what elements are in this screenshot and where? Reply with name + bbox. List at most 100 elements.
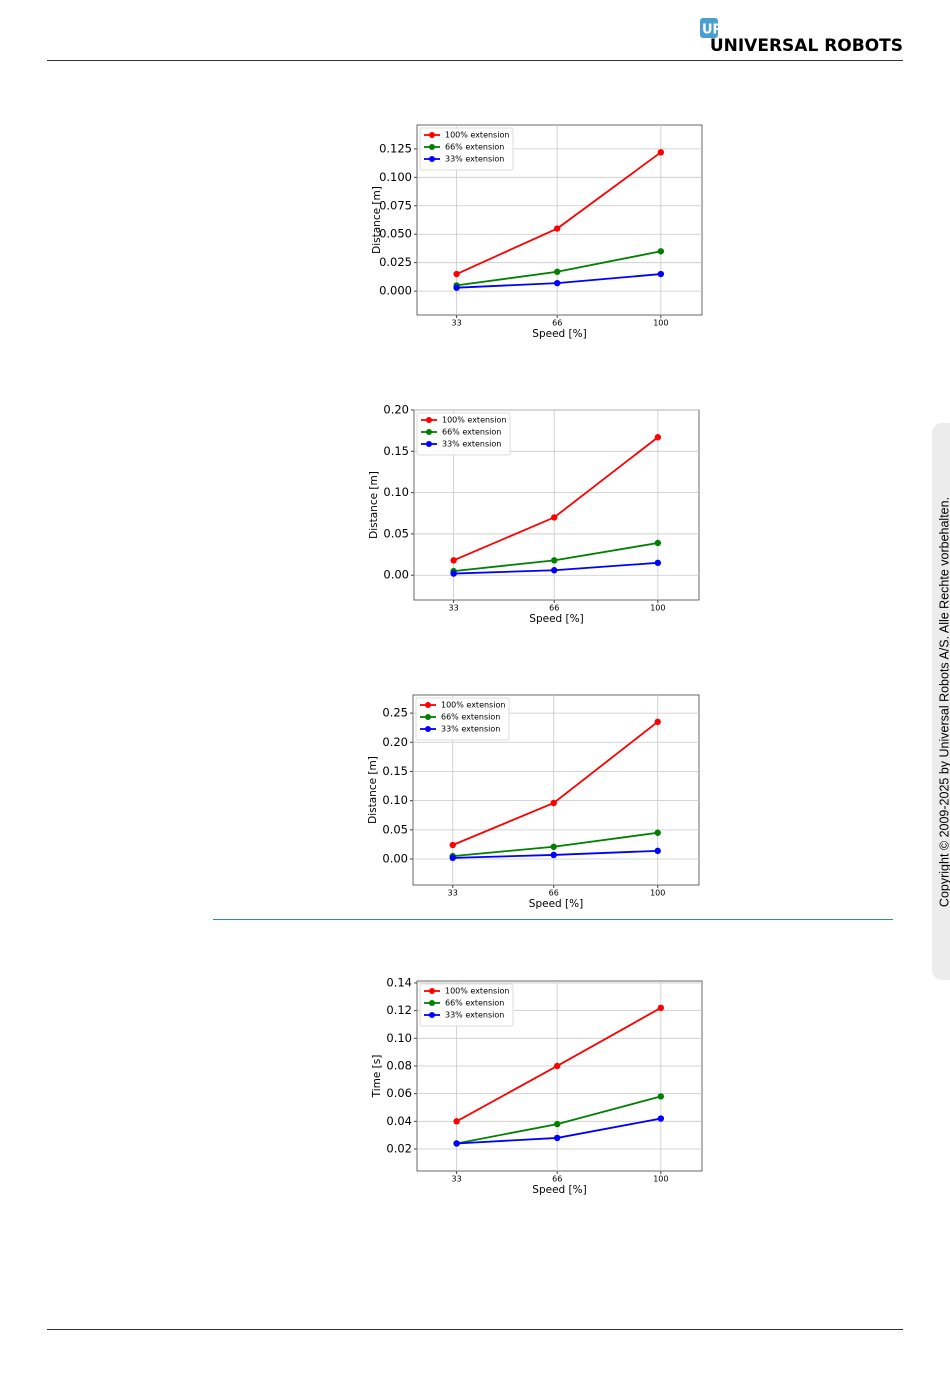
y-tick-label: 0.00	[382, 852, 408, 866]
legend-label: 100% extension	[445, 987, 509, 996]
logo-mark: UR	[702, 23, 723, 38]
legend-box	[416, 412, 511, 456]
legend-label: 66% extension	[441, 713, 500, 722]
legend-dot	[429, 144, 435, 150]
y-axis-label: Distance [m]	[367, 756, 379, 824]
x-tick-label: 100	[650, 604, 665, 613]
x-tick-label: 66	[549, 889, 559, 898]
legend-label: 33% extension	[441, 725, 500, 734]
x-tick-label: 100	[653, 1175, 668, 1184]
x-tick-label: 33	[452, 1175, 462, 1184]
y-tick-label: 0.08	[386, 1058, 412, 1072]
data-point	[657, 1115, 665, 1122]
x-tick-label: 100	[650, 889, 665, 898]
legend-label: 33% extension	[445, 1011, 504, 1020]
legend-dot	[426, 441, 432, 447]
y-axis-label: Distance [m]	[371, 186, 383, 254]
side-tab	[932, 423, 950, 980]
y-tick-label: 0.10	[386, 1031, 412, 1045]
data-point	[554, 225, 561, 232]
y-tick-label: 0.05	[382, 822, 408, 836]
y-tick-label: 0.14	[386, 975, 412, 989]
y-tick-label: 0.10	[383, 485, 409, 499]
data-point	[657, 1093, 665, 1100]
y-tick-label: 0.050	[379, 227, 412, 241]
legend-dot	[425, 714, 431, 720]
data-point	[450, 570, 457, 577]
legend-dot	[429, 1000, 435, 1006]
data-point	[550, 799, 557, 807]
legend-dot	[429, 988, 435, 994]
data-point	[554, 1120, 561, 1128]
legend-label: 100% extension	[441, 701, 505, 710]
y-tick-label: 0.12	[386, 1003, 412, 1017]
legend-dot	[429, 156, 435, 162]
y-tick-label: 0.00	[383, 568, 409, 582]
y-tick-label: 0.15	[383, 444, 409, 458]
y-tick-label: 0.20	[383, 403, 409, 417]
x-axis-label: Speed [%]	[529, 898, 583, 910]
x-axis-label: Speed [%]	[529, 613, 583, 625]
logo-icon	[700, 18, 718, 38]
y-axis-label: Distance [m]	[368, 471, 380, 539]
legend-label: 66% extension	[445, 999, 504, 1008]
data-point	[453, 1140, 460, 1147]
y-tick-label: 0.20	[382, 735, 408, 749]
legend-box	[415, 697, 510, 741]
legend-label: 100% extension	[445, 131, 509, 140]
legend-box	[419, 983, 514, 1027]
legend-dot	[425, 702, 431, 708]
legend-label: 66% extension	[442, 428, 501, 437]
x-axis-label: Speed [%]	[532, 1184, 586, 1196]
data-point	[654, 434, 662, 441]
data-point	[654, 539, 662, 547]
y-tick-label: 0.025	[379, 255, 412, 269]
y-axis-label: Time [s]	[371, 1055, 383, 1099]
copyright: Copyright © 2009-2025 by Universal Robot…	[937, 497, 950, 907]
y-tick-label: 0.15	[382, 764, 408, 778]
y-tick-label: 0.04	[386, 1114, 412, 1128]
data-point	[554, 279, 561, 287]
y-tick-label: 0.02	[386, 1141, 412, 1155]
data-point	[551, 557, 558, 564]
data-point	[453, 1118, 460, 1125]
x-tick-label: 66	[552, 319, 562, 328]
x-axis-label: Speed [%]	[532, 328, 586, 340]
x-tick-label: 33	[449, 604, 459, 613]
y-tick-label: 0.100	[379, 170, 412, 184]
legend-dot	[429, 132, 435, 138]
data-point	[550, 843, 557, 850]
data-point	[554, 1062, 561, 1070]
x-tick-label: 66	[552, 1175, 562, 1184]
y-tick-label: 0.125	[379, 141, 412, 155]
y-tick-label: 0.000	[379, 284, 412, 298]
legend-dot	[429, 1012, 435, 1018]
data-point	[453, 284, 460, 291]
data-point	[654, 559, 662, 567]
legend-dot	[426, 417, 432, 423]
data-point	[453, 270, 460, 278]
legend-label: 66% extension	[445, 143, 504, 152]
x-tick-label: 33	[448, 889, 458, 898]
y-tick-label: 0.075	[379, 198, 412, 212]
data-point	[449, 841, 456, 849]
x-tick-label: 66	[549, 604, 559, 613]
legend-label: 100% extension	[442, 416, 506, 425]
logo-text: UNIVERSAL ROBOTS	[710, 36, 903, 56]
data-point	[449, 854, 456, 862]
y-tick-label: 0.06	[386, 1086, 412, 1100]
data-point	[654, 829, 661, 836]
y-tick-label: 0.25	[382, 706, 408, 720]
data-point	[657, 1004, 665, 1012]
x-tick-label: 33	[452, 319, 462, 328]
data-point	[550, 851, 557, 859]
legend-dot	[426, 429, 432, 435]
data-point	[654, 718, 661, 726]
data-point	[657, 270, 665, 278]
data-point	[657, 149, 665, 156]
data-point	[657, 248, 665, 255]
legend-label: 33% extension	[442, 440, 501, 449]
y-tick-label: 0.05	[383, 526, 409, 540]
